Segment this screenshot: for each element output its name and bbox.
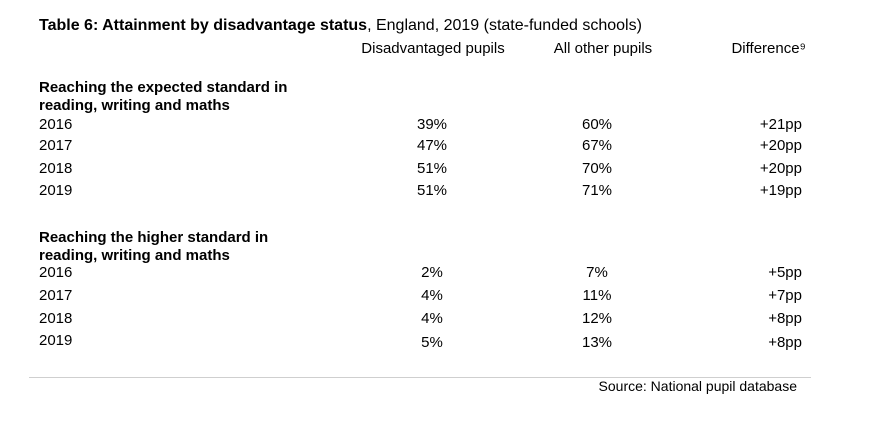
- cell-difference: +19pp: [759, 182, 802, 199]
- cell-difference: +5pp: [768, 264, 802, 281]
- row-year: 2018: [39, 160, 73, 177]
- bottom-divider: [29, 377, 811, 378]
- cell-all-other: 71%: [581, 182, 613, 199]
- section-heading-expected: Reaching the expected standard in readin…: [39, 79, 288, 114]
- cell-all-other: 12%: [581, 310, 613, 327]
- section-heading-higher: Reaching the higher standard in reading,…: [39, 229, 269, 264]
- column-header-disadvantaged: Disadvantaged pupils: [361, 40, 505, 57]
- cell-disadvantaged: 4%: [421, 287, 443, 304]
- cell-disadvantaged: 39%: [416, 116, 448, 133]
- cell-difference: +20pp: [759, 160, 802, 177]
- table-title-rest: , England, 2019 (state-funded schools): [367, 17, 642, 34]
- cell-difference: +8pp: [768, 334, 802, 351]
- cell-disadvantaged: 4%: [421, 310, 443, 327]
- cell-difference: +7pp: [768, 287, 802, 304]
- table-title-bold: Table 6: Attainment by disadvantage stat…: [39, 17, 368, 34]
- cell-difference: +21pp: [759, 116, 802, 133]
- cell-all-other: 11%: [582, 287, 612, 304]
- row-year: 2017: [39, 137, 73, 154]
- cell-disadvantaged: 51%: [416, 160, 448, 177]
- cell-difference: +8pp: [768, 310, 802, 327]
- cell-disadvantaged: 51%: [416, 182, 448, 199]
- row-year: 2016: [39, 264, 73, 281]
- row-year: 2016: [39, 116, 73, 133]
- cell-disadvantaged: 2%: [421, 264, 443, 281]
- table-title: Table 6: Attainment by disadvantage stat…: [39, 17, 642, 35]
- cell-disadvantaged: 47%: [416, 137, 448, 154]
- cell-all-other: 13%: [581, 334, 613, 351]
- row-year: 2018: [39, 310, 73, 327]
- row-year: 2019: [39, 182, 73, 199]
- cell-all-other: 70%: [581, 160, 613, 177]
- cell-difference: +20pp: [759, 137, 802, 154]
- cell-all-other: 60%: [581, 116, 613, 133]
- cell-disadvantaged: 5%: [421, 334, 443, 351]
- row-year: 2019: [39, 332, 73, 349]
- row-year: 2017: [39, 287, 73, 304]
- column-header-all-other: All other pupils: [553, 40, 653, 57]
- column-header-difference: Difference⁹: [731, 40, 806, 57]
- cell-all-other: 7%: [586, 264, 608, 281]
- source-note: Source: National pupil database: [598, 378, 797, 394]
- cell-all-other: 67%: [581, 137, 613, 154]
